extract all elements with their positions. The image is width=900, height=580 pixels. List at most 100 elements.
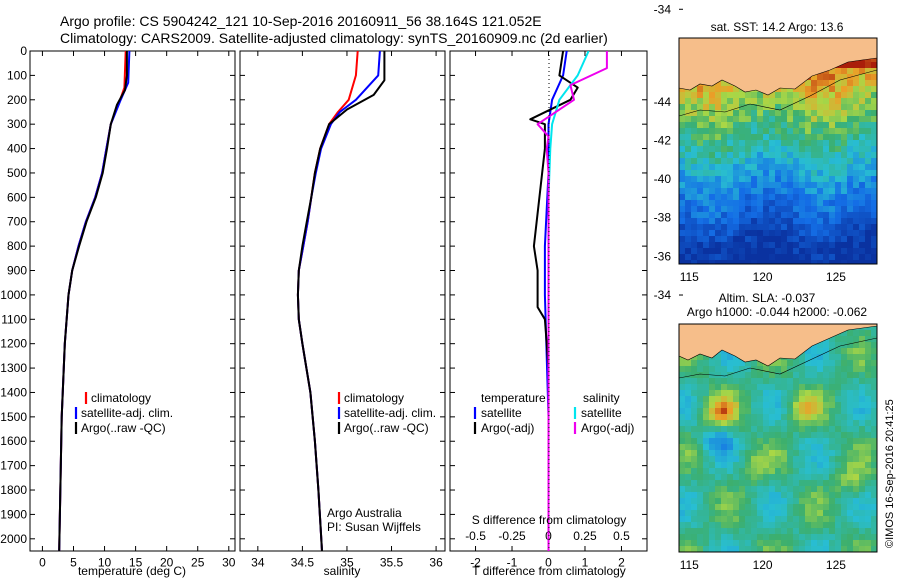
sst-cell <box>817 176 823 182</box>
sla-cell <box>721 546 727 552</box>
sla-cell <box>739 444 745 450</box>
sst-cell <box>787 206 793 212</box>
sla-cell <box>829 522 835 528</box>
sst-cell <box>835 164 841 170</box>
sst-cell <box>679 230 685 236</box>
sla-cell <box>709 384 715 390</box>
sla-cell <box>853 486 859 492</box>
sst-cell <box>751 218 757 224</box>
x2-tick-label: 0.25 <box>573 529 597 543</box>
sst-cell <box>835 176 841 182</box>
sst-cell <box>805 92 811 98</box>
sst-cell <box>781 224 787 230</box>
sst-cell <box>859 254 865 260</box>
sst-cell <box>715 236 721 242</box>
sst-cell <box>751 104 757 110</box>
sla-cell <box>757 504 763 510</box>
sla-cell <box>841 546 847 552</box>
map-x-tick-label: 115 <box>680 270 699 284</box>
sla-cell <box>769 522 775 528</box>
sla-cell <box>739 360 745 366</box>
sst-cell <box>871 146 877 152</box>
sla-cell <box>853 420 859 426</box>
sst-cell <box>727 122 733 128</box>
sst-cell <box>769 218 775 224</box>
sla-cell <box>745 498 751 504</box>
sla-cell <box>769 462 775 468</box>
sst-cell <box>847 134 853 140</box>
sla-cell <box>709 522 715 528</box>
sla-cell <box>751 378 757 384</box>
sla-cell <box>871 540 877 546</box>
sla-cell <box>751 426 757 432</box>
sla-cell <box>763 468 769 474</box>
sst-cell <box>859 92 865 98</box>
sla-cell <box>859 420 865 426</box>
sst-cell <box>859 230 865 236</box>
sla-cell <box>787 444 793 450</box>
sst-cell <box>847 182 853 188</box>
sst-cell <box>793 224 799 230</box>
sst-cell <box>793 134 799 140</box>
sst-cell <box>697 200 703 206</box>
sst-cell <box>751 146 757 152</box>
sla-cell <box>679 360 685 366</box>
sst-cell <box>805 158 811 164</box>
sla-cell <box>823 528 829 534</box>
sst-cell <box>685 218 691 224</box>
sst-cell <box>697 122 703 128</box>
sst-cell <box>787 242 793 248</box>
sst-cell <box>727 158 733 164</box>
sla-cell <box>787 372 793 378</box>
sla-cell <box>847 420 853 426</box>
sla-cell <box>775 540 781 546</box>
sst-cell <box>757 182 763 188</box>
sst-cell <box>691 116 697 122</box>
y-tick-label: 2000 <box>0 532 27 546</box>
sst-cell <box>775 98 781 104</box>
sla-cell <box>691 450 697 456</box>
sst-cell <box>733 134 739 140</box>
sst-cell <box>793 152 799 158</box>
sst-cell <box>793 104 799 110</box>
sla-cell <box>805 372 811 378</box>
sla-cell <box>775 504 781 510</box>
sst-cell <box>685 212 691 218</box>
sst-cell <box>775 242 781 248</box>
sla-cell <box>739 366 745 372</box>
sst-cell <box>811 152 817 158</box>
sla-cell <box>817 372 823 378</box>
sst-cell <box>799 86 805 92</box>
sla-cell <box>733 456 739 462</box>
sla-cell <box>817 474 823 480</box>
sla-cell <box>751 456 757 462</box>
sla-cell <box>691 408 697 414</box>
sla-cell <box>763 408 769 414</box>
sst-cell <box>817 92 823 98</box>
sst-cell <box>781 242 787 248</box>
sla-cell <box>823 384 829 390</box>
sst-cell <box>739 224 745 230</box>
sst-cell <box>853 134 859 140</box>
sst-cell <box>841 170 847 176</box>
sst-cell <box>841 122 847 128</box>
sla-cell <box>871 534 877 540</box>
sst-cell <box>769 254 775 260</box>
sla-cell <box>769 498 775 504</box>
sst-cell <box>841 260 847 264</box>
sla-cell <box>763 438 769 444</box>
sla-cell <box>841 348 847 354</box>
sla-cell <box>823 372 829 378</box>
sst-cell <box>703 224 709 230</box>
sst-cell <box>775 92 781 98</box>
sst-cell <box>763 110 769 116</box>
sst-cell <box>829 236 835 242</box>
sst-cell <box>763 260 769 264</box>
sla-cell <box>805 384 811 390</box>
sla-cell <box>865 480 871 486</box>
sla-cell <box>781 438 787 444</box>
sla-cell <box>787 438 793 444</box>
x2-tick-label: -0.5 <box>465 529 486 543</box>
sla-cell <box>703 522 709 528</box>
sla-cell <box>739 540 745 546</box>
